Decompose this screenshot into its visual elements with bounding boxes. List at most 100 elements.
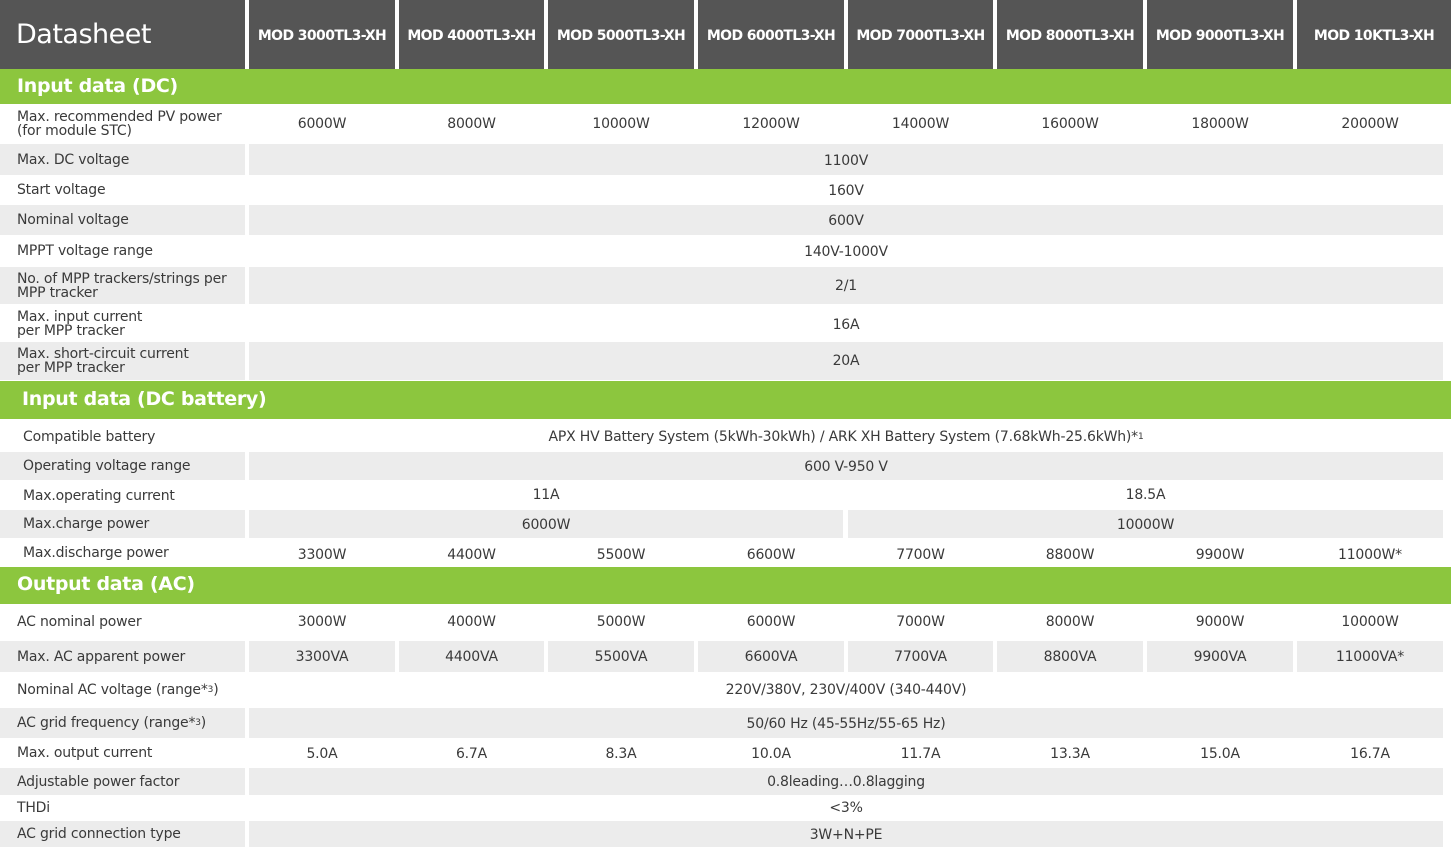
page-title: Datasheet [0,0,245,69]
cell-value: 6.7A [399,739,544,767]
label-line: per MPP tracker [17,322,125,339]
cell-value: 5500VA [548,641,694,672]
cell-value: 12000W [698,105,844,142]
cell-value: 20A [249,342,1443,380]
label-text: Nominal AC voltage (range* [17,682,208,698]
cell-value: 600 V-950 V [249,452,1443,480]
row-label: Max. short-circuit current per MPP track… [0,342,245,380]
cell-value: 7700W [848,539,993,567]
cell-value: 2/1 [249,267,1443,304]
cell-value: APX HV Battery System (5kWh-30kWh) / ARK… [249,420,1443,451]
section-output-ac: Output data (AC) [0,567,1451,604]
label-text: ) [200,715,207,731]
cell-value: 6600VA [698,641,844,672]
cell-value: 220V/380V, 230V/400V (340-440V) [249,673,1443,707]
cell-value: 6000W [698,605,844,639]
cell-value: 6000W [249,105,395,142]
cell-value: 20000W [1297,105,1443,142]
cell-value: 15.0A [1147,739,1293,767]
cell-value: 7000W [848,605,993,639]
cell-value: 140V-1000V [249,236,1443,265]
cell-value: 3300W [249,539,395,567]
cell-value: 5.0A [249,739,395,767]
cell-value: 9000W [1147,605,1293,639]
cell-value: 4000W [399,605,544,639]
model-header: MOD 3000TL3-XH [249,0,395,69]
cell-value: 11.7A [848,739,993,767]
section-input-battery: Input data (DC battery) [0,381,1451,419]
row-label: THDi [0,796,245,820]
label-line: Max. recommended PV power [17,108,222,125]
cell-value: 14000W [848,105,993,142]
label-line: No. of MPP trackers/strings per [17,270,227,287]
cell-value: 11A [249,481,843,509]
cell-value: 3000W [249,605,395,639]
cell-value: 5500W [548,539,694,567]
cell-value: 18000W [1147,105,1293,142]
row-label: Max. recommended PV power (for module ST… [0,105,245,142]
row-label: MPPT voltage range [0,236,245,265]
model-header: MOD 9000TL3-XH [1147,0,1293,69]
row-label: Nominal voltage [0,205,245,235]
row-label: Max. output current [0,739,245,767]
label-text: ) [213,682,219,698]
cell-value: 3300VA [249,641,395,672]
label-line: Max. input current [17,308,143,325]
cell-value: 600V [249,205,1443,235]
label-line: MPP tracker [17,284,98,301]
row-label: Max. DC voltage [0,144,245,175]
cell-value: 8000W [399,105,544,142]
model-header: MOD 7000TL3-XH [848,0,993,69]
row-label: Max.operating current [0,481,245,509]
row-label: No. of MPP trackers/strings per MPP trac… [0,267,245,304]
row-label: Operating voltage range [0,452,245,480]
cell-value: 16.7A [1297,739,1443,767]
cell-value: 9900W [1147,539,1293,567]
row-label: Max.discharge power [0,539,245,567]
cell-value: 8000W [997,605,1143,639]
cell-value: 8.3A [548,739,694,767]
cell-value: 8800W [997,539,1143,567]
row-label: Compatible battery [0,420,245,451]
cell-value: 10000W [848,510,1443,538]
model-header: MOD 6000TL3-XH [698,0,844,69]
cell-value: 160V [249,175,1443,204]
cell-value: 50/60 Hz (45-55Hz/55-65 Hz) [249,708,1443,738]
cell-value: 4400VA [399,641,544,672]
row-label: Start voltage [0,175,245,204]
cell-value: <3% [249,796,1443,820]
row-label: AC nominal power [0,605,245,639]
cell-value: 10000W [1297,605,1443,639]
row-label: Max. input current per MPP tracker [0,306,245,341]
cell-value: 10.0A [698,739,844,767]
cell-value: 11000W* [1297,539,1443,567]
cell-value: 8800VA [997,641,1143,672]
label-line: Max. short-circuit current [17,346,189,362]
row-label: Adjustable power factor [0,768,245,795]
label-text: AC grid frequency (range* [17,715,196,731]
row-label: AC grid connection type [0,821,245,847]
cell-value: 4400W [399,539,544,567]
model-header: MOD 4000TL3-XH [399,0,544,69]
cell-value: 6600W [698,539,844,567]
model-header: MOD 8000TL3-XH [997,0,1143,69]
cell-value: 0.8leading…0.8lagging [249,768,1443,795]
row-label: AC grid frequency (range* 3) [0,708,245,738]
cell-value: 6000W [249,510,843,538]
cell-value: 13.3A [997,739,1143,767]
cell-value: 16A [249,306,1443,341]
row-label: Max.charge power [0,510,245,538]
cell-value: 16000W [997,105,1143,142]
model-header: MOD 5000TL3-XH [548,0,694,69]
cell-value: 3W+N+PE [249,821,1443,847]
cell-value: 10000W [548,105,694,142]
cell-value: 18.5A [848,481,1443,509]
row-label: Max. AC apparent power [0,641,245,672]
cell-value: 1100V [249,144,1443,175]
cell-value: 9900VA [1147,641,1293,672]
section-input-dc: Input data (DC) [0,69,1451,104]
label-line: (for module STC) [17,122,132,139]
cell-value: 7700VA [848,641,993,672]
label-line: per MPP tracker [17,360,125,376]
battery-text: APX HV Battery System (5kWh-30kWh) / ARK… [548,428,1138,445]
